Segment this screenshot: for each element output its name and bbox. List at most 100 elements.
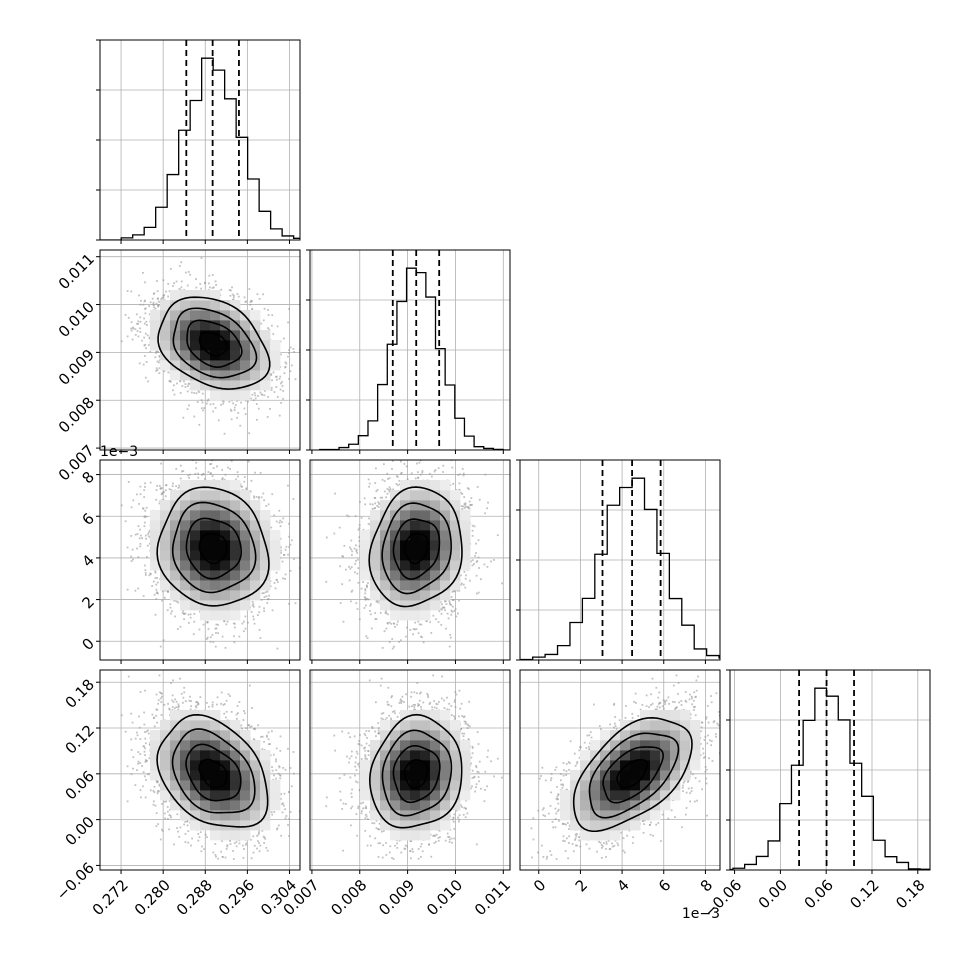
scatter-point xyxy=(270,526,273,529)
scatter-point xyxy=(374,482,377,484)
density-cell xyxy=(670,740,681,751)
scatter-point xyxy=(273,582,276,584)
density-cell xyxy=(590,780,601,791)
scatter-point xyxy=(154,356,157,359)
density-cell xyxy=(200,760,211,771)
scatter-point xyxy=(193,620,196,623)
scatter-point xyxy=(471,559,474,562)
scatter-point xyxy=(362,528,365,531)
scatter-point xyxy=(300,532,302,534)
scatter-point xyxy=(617,844,620,847)
scatter-point xyxy=(656,705,659,708)
scatter-point xyxy=(259,844,262,847)
contour-0 xyxy=(198,758,228,789)
scatter-point xyxy=(233,871,235,873)
density-cell xyxy=(230,820,241,831)
x-tick-label: 6 xyxy=(655,876,674,895)
density-cell xyxy=(370,560,381,571)
scatter-point xyxy=(501,776,503,779)
density-cell xyxy=(240,340,251,351)
scatter-point xyxy=(260,735,263,738)
density-cell xyxy=(380,780,391,791)
scatter-point xyxy=(187,613,190,616)
density-cell xyxy=(150,730,161,741)
scatter-point xyxy=(428,703,431,705)
scatter-point xyxy=(454,608,457,611)
scatter-point xyxy=(257,724,260,727)
scatter-point xyxy=(198,423,201,426)
scatter-point xyxy=(476,485,479,488)
scatter-point xyxy=(229,695,231,697)
scatter-point xyxy=(276,325,279,328)
density-cell xyxy=(590,740,601,751)
scatter-point xyxy=(279,777,282,780)
scatter-point xyxy=(161,492,164,494)
density-cell xyxy=(590,830,601,841)
density-cell xyxy=(210,510,221,521)
density-cell xyxy=(260,350,271,361)
scatter-point xyxy=(643,823,645,826)
scatter-point xyxy=(217,419,220,422)
density-cell xyxy=(240,550,251,561)
density-cell xyxy=(410,520,421,531)
scatter-point xyxy=(429,833,432,836)
scatter-point xyxy=(124,730,127,733)
scatter-point xyxy=(385,610,387,613)
scatter-point xyxy=(365,730,368,732)
scatter-point xyxy=(550,773,553,775)
scatter-point xyxy=(215,284,218,286)
scatter-point xyxy=(673,708,676,711)
density-cell xyxy=(270,340,281,351)
density-cell xyxy=(210,720,221,731)
scatter-point xyxy=(230,460,233,462)
scatter-point xyxy=(355,769,358,772)
scatter-point xyxy=(159,838,162,841)
scatter-point xyxy=(555,812,558,815)
scatter-point xyxy=(147,533,149,536)
density-cell xyxy=(420,800,431,811)
density-cell xyxy=(200,500,211,511)
density-cell xyxy=(170,790,181,801)
density-cell xyxy=(230,560,241,571)
scatter-point xyxy=(139,545,142,548)
scatter-point xyxy=(605,856,607,858)
density-cell xyxy=(200,360,211,371)
scatter-point xyxy=(578,749,581,752)
x-tick-label: 0.00 xyxy=(755,876,791,912)
scatter-point xyxy=(358,789,361,792)
scatter-point xyxy=(365,815,368,818)
scatter-point xyxy=(211,287,214,289)
density-cell xyxy=(180,300,191,311)
scatter-point xyxy=(378,822,381,825)
scatter-point xyxy=(567,857,569,860)
y-tick-label: 0.06 xyxy=(62,767,98,803)
density-cell xyxy=(600,800,611,811)
density-cell xyxy=(200,750,211,761)
scatter-point xyxy=(168,290,171,293)
scatter-point xyxy=(325,580,328,583)
scatter-point xyxy=(243,407,246,410)
scatter-point xyxy=(446,708,449,711)
density-cell xyxy=(450,720,461,731)
density-cell xyxy=(220,480,231,491)
density-cell xyxy=(380,730,391,741)
scatter-point xyxy=(178,835,181,838)
scatter-point xyxy=(158,502,161,505)
density-cell xyxy=(250,500,261,511)
scatter-point xyxy=(183,691,186,694)
density-cell xyxy=(200,380,211,391)
scatter-point xyxy=(139,320,142,323)
density-cell xyxy=(230,610,241,621)
scatter-point xyxy=(450,613,453,616)
scatter-point xyxy=(377,727,380,730)
scatter-point xyxy=(704,755,707,758)
scatter-point xyxy=(388,621,391,624)
scatter-point xyxy=(692,706,695,708)
scatter-point xyxy=(463,496,466,498)
scatter-point xyxy=(190,700,192,702)
y-tick-label: 2 xyxy=(79,593,98,612)
scatter-point xyxy=(565,823,567,826)
scatter-point xyxy=(377,722,380,724)
density-cell xyxy=(380,560,391,571)
density-cell xyxy=(670,730,681,741)
